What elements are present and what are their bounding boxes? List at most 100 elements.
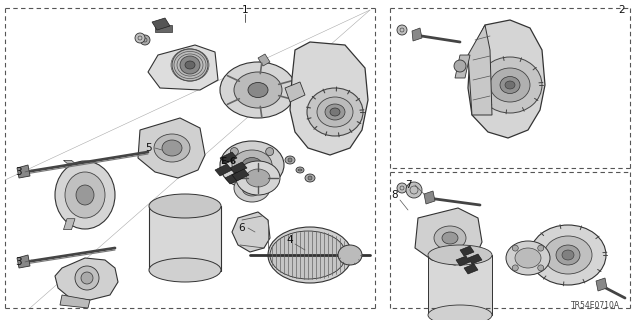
Polygon shape bbox=[63, 160, 75, 163]
Bar bbox=[430, 228, 439, 233]
Polygon shape bbox=[148, 45, 218, 90]
Ellipse shape bbox=[515, 248, 541, 268]
Circle shape bbox=[406, 182, 422, 198]
Ellipse shape bbox=[530, 225, 606, 285]
Ellipse shape bbox=[288, 158, 292, 162]
Text: 2: 2 bbox=[619, 5, 625, 15]
Ellipse shape bbox=[76, 185, 94, 205]
Ellipse shape bbox=[246, 169, 270, 187]
Ellipse shape bbox=[317, 97, 353, 127]
Ellipse shape bbox=[220, 141, 284, 189]
Ellipse shape bbox=[556, 245, 580, 265]
Polygon shape bbox=[55, 258, 118, 300]
Ellipse shape bbox=[296, 167, 304, 173]
Ellipse shape bbox=[505, 81, 515, 89]
Text: 3: 3 bbox=[15, 167, 21, 177]
Circle shape bbox=[230, 148, 238, 156]
Text: 3: 3 bbox=[15, 257, 21, 267]
Ellipse shape bbox=[185, 61, 195, 69]
Ellipse shape bbox=[478, 57, 542, 113]
Polygon shape bbox=[17, 165, 30, 178]
Polygon shape bbox=[464, 264, 478, 274]
Polygon shape bbox=[456, 256, 470, 266]
Circle shape bbox=[266, 174, 274, 182]
Polygon shape bbox=[232, 169, 249, 181]
Circle shape bbox=[538, 245, 544, 251]
Circle shape bbox=[135, 33, 145, 43]
Ellipse shape bbox=[232, 150, 272, 180]
Circle shape bbox=[140, 35, 150, 45]
Ellipse shape bbox=[154, 134, 190, 162]
Bar bbox=[450, 221, 459, 226]
Ellipse shape bbox=[234, 174, 270, 202]
Text: 7: 7 bbox=[404, 180, 412, 190]
Polygon shape bbox=[424, 191, 435, 204]
Ellipse shape bbox=[325, 104, 345, 120]
Ellipse shape bbox=[428, 245, 492, 265]
Text: 5: 5 bbox=[145, 143, 151, 153]
Ellipse shape bbox=[307, 88, 363, 136]
Polygon shape bbox=[460, 246, 474, 256]
Ellipse shape bbox=[298, 169, 302, 171]
Polygon shape bbox=[468, 20, 545, 138]
Polygon shape bbox=[17, 255, 30, 268]
Ellipse shape bbox=[162, 140, 182, 156]
Ellipse shape bbox=[434, 226, 466, 250]
Polygon shape bbox=[152, 18, 170, 30]
Circle shape bbox=[397, 183, 407, 193]
Polygon shape bbox=[455, 55, 470, 78]
Ellipse shape bbox=[149, 194, 221, 218]
Circle shape bbox=[75, 266, 99, 290]
Ellipse shape bbox=[149, 258, 221, 282]
Ellipse shape bbox=[490, 68, 530, 102]
Ellipse shape bbox=[172, 49, 208, 81]
Polygon shape bbox=[138, 118, 205, 178]
Bar bbox=[428, 255, 492, 315]
Text: TR54E0710A: TR54E0710A bbox=[571, 301, 620, 310]
Circle shape bbox=[230, 174, 238, 182]
Ellipse shape bbox=[248, 83, 268, 98]
Ellipse shape bbox=[236, 161, 280, 195]
Ellipse shape bbox=[305, 174, 315, 182]
Circle shape bbox=[538, 265, 544, 271]
Ellipse shape bbox=[308, 176, 312, 180]
Text: 1: 1 bbox=[242, 5, 248, 15]
Ellipse shape bbox=[544, 236, 592, 274]
Polygon shape bbox=[468, 25, 492, 115]
Text: E-6: E-6 bbox=[220, 157, 236, 166]
Polygon shape bbox=[220, 152, 237, 164]
Ellipse shape bbox=[268, 227, 352, 283]
Polygon shape bbox=[215, 164, 232, 176]
Bar bbox=[149, 206, 221, 271]
Ellipse shape bbox=[285, 156, 295, 164]
Ellipse shape bbox=[55, 161, 115, 229]
Polygon shape bbox=[232, 212, 270, 252]
Ellipse shape bbox=[270, 231, 346, 279]
Bar bbox=[165, 136, 175, 142]
Ellipse shape bbox=[506, 241, 550, 275]
Polygon shape bbox=[290, 42, 368, 155]
Ellipse shape bbox=[338, 245, 362, 265]
Circle shape bbox=[512, 245, 518, 251]
Circle shape bbox=[81, 272, 93, 284]
Polygon shape bbox=[285, 82, 305, 102]
Polygon shape bbox=[60, 295, 90, 308]
Polygon shape bbox=[230, 162, 247, 174]
Ellipse shape bbox=[330, 108, 340, 116]
Ellipse shape bbox=[234, 72, 282, 108]
Polygon shape bbox=[225, 172, 242, 184]
Circle shape bbox=[454, 60, 466, 72]
Text: 6: 6 bbox=[239, 223, 245, 233]
Polygon shape bbox=[258, 54, 270, 66]
Ellipse shape bbox=[65, 172, 105, 218]
Text: 4: 4 bbox=[287, 235, 293, 245]
Ellipse shape bbox=[180, 56, 200, 74]
Ellipse shape bbox=[562, 250, 574, 260]
Circle shape bbox=[266, 148, 274, 156]
Circle shape bbox=[512, 265, 518, 271]
Ellipse shape bbox=[242, 180, 262, 196]
Text: 8: 8 bbox=[392, 190, 398, 200]
Bar bbox=[155, 140, 165, 146]
Ellipse shape bbox=[428, 305, 492, 320]
Polygon shape bbox=[468, 254, 482, 264]
